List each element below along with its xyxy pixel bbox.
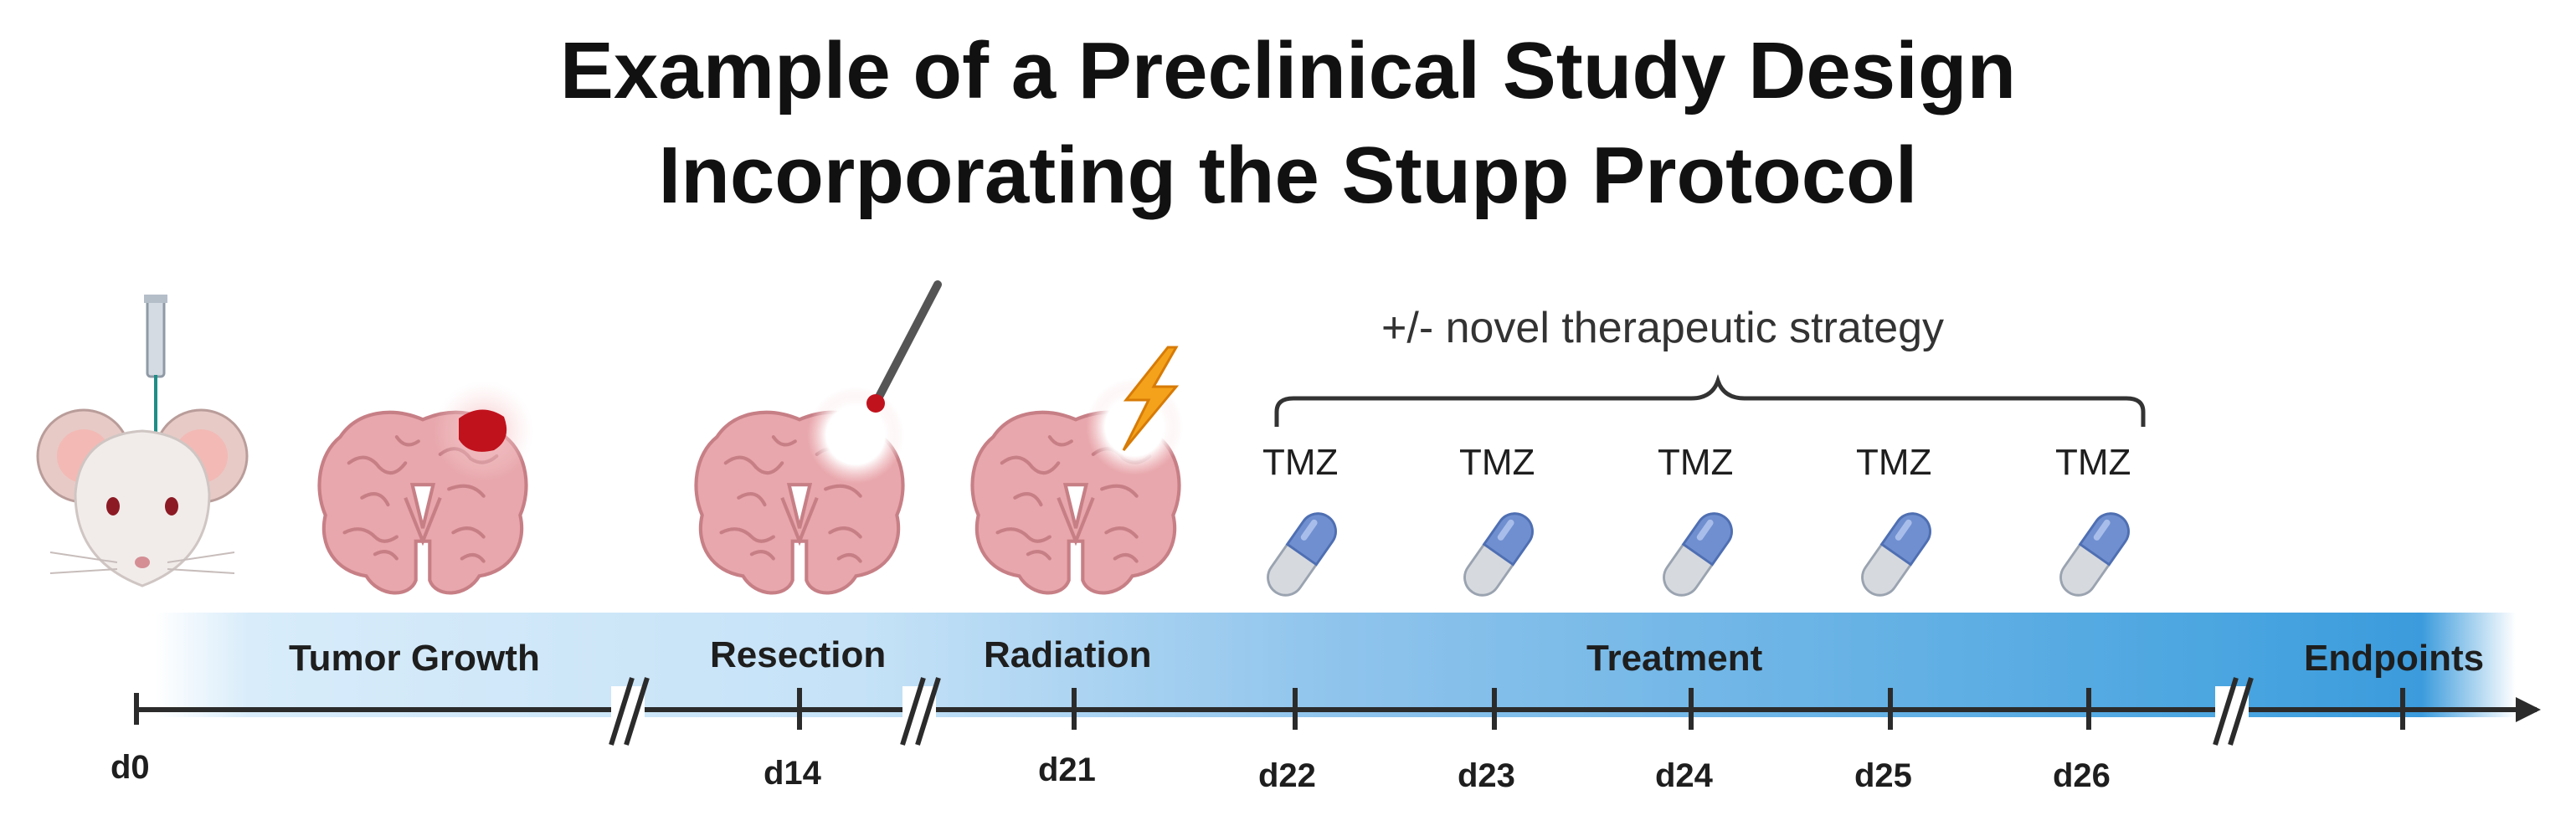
drug-label: TMZ bbox=[2055, 442, 2131, 483]
phase-label-treatment: Treatment bbox=[1586, 638, 1763, 679]
axis-break-marks bbox=[609, 677, 2254, 746]
drug-label: TMZ bbox=[1262, 442, 1339, 483]
capsule-icon bbox=[1854, 505, 1938, 604]
phase-label-endpoints: Endpoints bbox=[2304, 638, 2485, 679]
timeline-phase-band bbox=[155, 613, 2516, 717]
brain-radiation-icon bbox=[972, 346, 1183, 592]
capsule-icon bbox=[1260, 505, 1344, 604]
mouse-injection-icon bbox=[36, 295, 249, 587]
day-label-d23: d23 bbox=[1458, 757, 1515, 794]
day-label-d22: d22 bbox=[1258, 757, 1316, 794]
capsule-icon bbox=[1656, 505, 1740, 604]
capsule-icon bbox=[2053, 505, 2136, 604]
day-label-d25: d25 bbox=[1854, 757, 1912, 794]
brain-with-tumor-icon bbox=[319, 381, 534, 592]
day-label-d26: d26 bbox=[2053, 757, 2111, 794]
diagram-title-line-1: Example of a Preclinical Study Design bbox=[559, 26, 2017, 115]
drug-label: TMZ bbox=[1658, 442, 1734, 483]
diagram-title-line-2: Incorporating the Stupp Protocol bbox=[658, 131, 1918, 220]
brain-resection-icon bbox=[696, 280, 942, 592]
novel-therapy-label: +/- novel therapeutic strategy bbox=[1381, 304, 1945, 352]
timeline-ticks bbox=[134, 688, 2405, 730]
phase-label-resection: Resection bbox=[710, 634, 887, 675]
treatment-brace bbox=[1274, 374, 2146, 427]
day-label-d0: d0 bbox=[111, 749, 150, 786]
day-label-d14: d14 bbox=[764, 755, 821, 792]
drug-label: TMZ bbox=[1856, 442, 1932, 483]
day-label-d24: d24 bbox=[1655, 757, 1713, 794]
phase-label-tumor-growth: Tumor Growth bbox=[289, 638, 540, 679]
timeline-arrowhead bbox=[2516, 697, 2541, 722]
phase-label-radiation: Radiation bbox=[984, 634, 1152, 675]
day-label-d21: d21 bbox=[1038, 751, 1096, 788]
drug-label: TMZ bbox=[1459, 442, 1535, 483]
capsule-icon bbox=[1457, 505, 1540, 604]
